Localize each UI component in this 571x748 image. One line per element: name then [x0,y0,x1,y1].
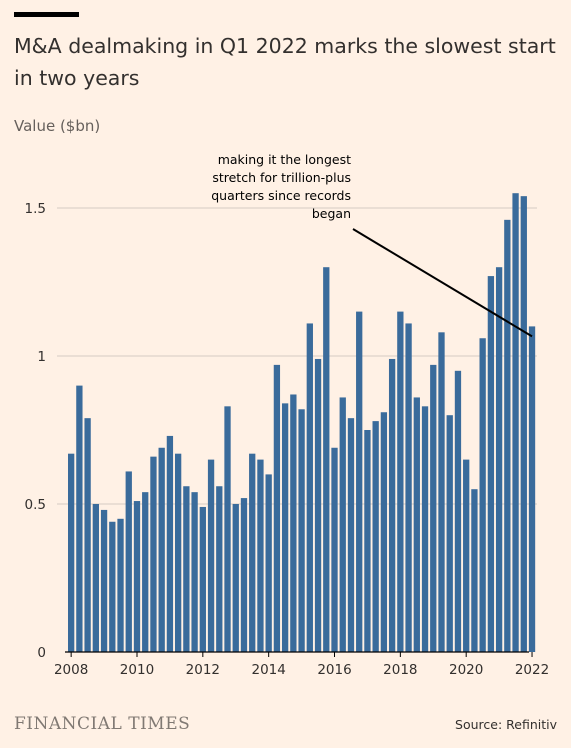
bar [356,311,363,652]
annotation-text-line: began [312,206,351,221]
bar [150,456,157,652]
bar [438,332,445,652]
bar [298,409,305,652]
bar [117,518,124,652]
bar [314,358,322,652]
bar [191,492,198,652]
bar [232,504,239,652]
bar [512,193,519,652]
annotation-leader-line [352,228,533,338]
bar [487,276,495,652]
bar [479,338,486,652]
bar [471,489,478,652]
bar [224,406,231,652]
bar [166,435,174,652]
bar [397,311,404,652]
bar [109,521,116,652]
bar [290,394,297,652]
bar [257,459,264,652]
bar [183,486,190,652]
bar [504,219,511,652]
bar [281,403,289,652]
chart-title: M&A dealmaking in Q1 2022 marks the slow… [14,34,556,90]
bar [68,453,75,652]
bar [347,418,355,652]
bar [216,486,223,652]
y-tick-label: 0.5 [25,497,46,513]
ft-logo: FINANCIAL TIMES [14,714,191,734]
bar [528,326,536,652]
bar [421,406,429,652]
bar [142,492,149,652]
bar [331,447,338,652]
x-tick-label: 2016 [317,662,351,678]
y-tick-label: 1.5 [25,201,46,217]
source-note: Source: Refinitiv [455,717,557,732]
bar [430,364,437,652]
bar [265,474,272,652]
x-tick-label: 2008 [54,662,88,678]
annotation-text-line: making it the longest [218,152,351,167]
bar [323,267,330,652]
bar [92,504,99,652]
bar [364,430,371,652]
x-tick-label: 2012 [186,662,220,678]
x-tick-label: 2020 [449,662,483,678]
bar [125,471,132,652]
x-tick-label: 2010 [120,662,154,678]
bar [454,370,462,652]
bar [207,459,215,652]
bar [405,323,412,652]
bar [100,509,108,652]
bar [339,397,346,652]
bar [380,412,388,652]
bar [199,506,206,652]
brand-top-bar [14,12,79,17]
bar [158,447,165,652]
y-axis-unit-label: Value ($bn) [14,117,101,135]
bar [273,364,281,652]
bar [306,323,313,652]
x-tick-label: 2018 [383,662,417,678]
annotation-text-line: quarters since records [211,188,351,203]
bar [372,421,379,652]
bar [388,358,396,652]
bar [520,196,527,652]
bar [76,385,83,652]
annotation-text-line: stretch for trillion-plus [212,170,351,185]
bar [133,501,141,652]
bar [495,267,503,652]
bar [413,397,420,652]
y-tick-label: 1 [37,349,46,365]
bar [463,459,470,652]
x-tick-label: 2022 [515,662,549,678]
bar [446,415,453,652]
bar [84,418,91,652]
x-tick-label: 2014 [251,662,285,678]
bar [240,498,248,652]
y-tick-label: 0 [37,645,46,661]
bar [249,453,256,652]
bar [174,453,182,652]
